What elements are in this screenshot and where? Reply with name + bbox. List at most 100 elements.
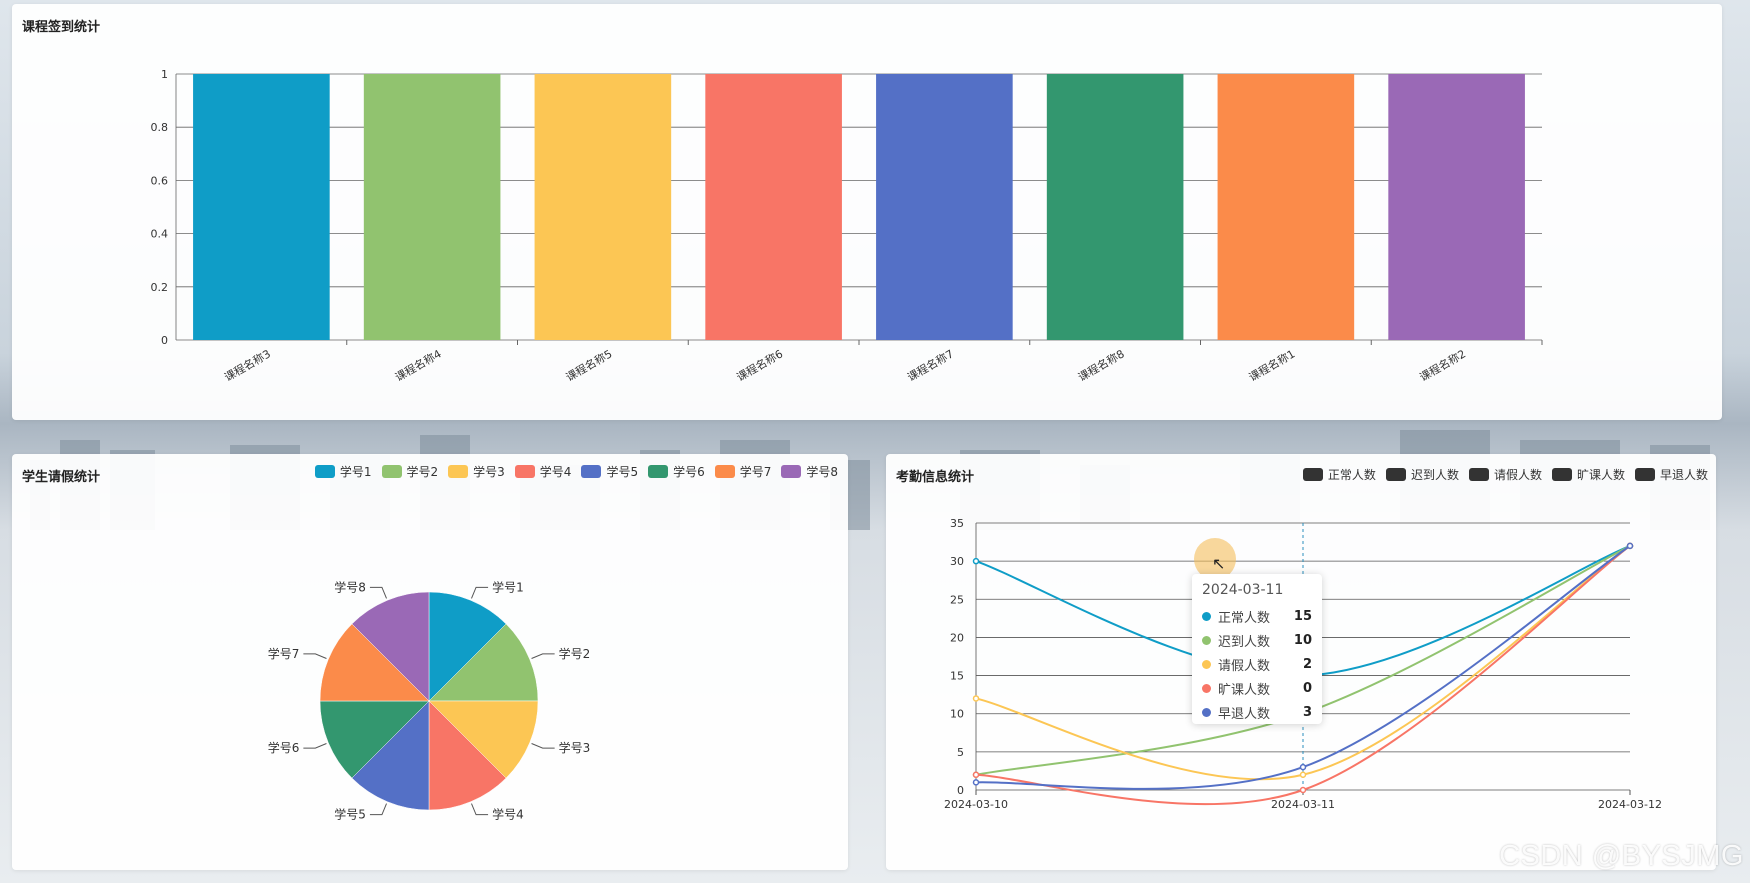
legend-swatch	[1468, 468, 1489, 481]
legend-item[interactable]: 学号6	[648, 463, 705, 480]
pie-label-line	[369, 586, 387, 599]
pie-label: 学号4	[492, 807, 524, 822]
data-point	[972, 779, 980, 786]
series-dot-icon	[1202, 635, 1211, 645]
legend-item[interactable]: 学号5	[581, 463, 638, 480]
pie-slice	[428, 623, 539, 702]
data-point	[972, 771, 980, 778]
pie-label-line	[303, 653, 327, 659]
data-point	[1299, 771, 1307, 778]
y-tick-label: 1	[161, 68, 168, 81]
legend-label: 学号7	[739, 465, 772, 479]
pie-label: 学号7	[268, 646, 300, 661]
legend-label: 学号6	[673, 465, 705, 479]
tooltip-series-name: 正常人数	[1218, 610, 1271, 626]
bar	[534, 74, 672, 340]
legend-item[interactable]: 学号7	[714, 463, 772, 480]
watermark: CSDN @BYSJMG	[1499, 840, 1744, 872]
legend-swatch	[514, 465, 535, 478]
y-tick-label: 25	[950, 593, 964, 606]
tooltip-series-name: 迟到人数	[1218, 634, 1271, 650]
x-tick-label: 课程名称5	[563, 346, 614, 384]
legend-label: 迟到人数	[1410, 468, 1459, 482]
data-point	[1299, 786, 1307, 794]
pie-slice	[428, 700, 507, 811]
legend-item[interactable]: 学号2	[381, 463, 439, 480]
legend-label: 学号8	[806, 465, 838, 479]
pie-slice	[351, 591, 430, 702]
x-tick-label: 2024-03-12	[1598, 798, 1662, 811]
y-tick-label: 0.4	[151, 228, 169, 241]
legend-item[interactable]: 早退人数	[1634, 466, 1708, 483]
legend-item[interactable]: 学号1	[314, 463, 372, 480]
panel-title: 学生请假统计	[22, 470, 101, 485]
series-dot-icon	[1202, 659, 1211, 669]
legend-item[interactable]: 迟到人数	[1385, 466, 1459, 483]
series-dot-icon	[1202, 683, 1211, 693]
pie-slice	[351, 700, 430, 811]
pie-label: 学号1	[492, 579, 524, 594]
tooltip-row: 旷课人数 0	[1202, 676, 1312, 700]
pie-label-line	[471, 586, 489, 599]
x-tick-label: 课程名称2	[1417, 346, 1468, 384]
legend-swatch	[581, 465, 602, 478]
pie-label-line	[303, 743, 327, 749]
legend-item[interactable]: 旷课人数	[1551, 466, 1625, 483]
tooltip-series-name: 请假人数	[1218, 658, 1271, 674]
bar	[363, 74, 501, 340]
tooltip-value: 0	[1302, 680, 1312, 696]
pie-label: 学号2	[559, 646, 591, 661]
x-tick-label: 2024-03-11	[1271, 798, 1335, 811]
tooltip-value: 15	[1293, 608, 1312, 624]
mouse-cursor-icon: ↖	[1212, 554, 1226, 573]
x-tick-label: 2024-03-10	[944, 798, 1008, 811]
series-dot-icon	[1202, 611, 1211, 621]
student-leave-pie-chart: 学号1 学号2 学号3 学号4 学号5 学号6 学号7 学号8	[268, 579, 591, 822]
legend-item[interactable]: 正常人数	[1302, 466, 1376, 483]
legend-item[interactable]: 学号4	[514, 463, 572, 480]
bar	[1217, 74, 1355, 340]
tooltip-row: 迟到人数 10	[1202, 628, 1312, 652]
legend-item[interactable]: 学号3	[448, 463, 505, 480]
legend-label: 早退人数	[1659, 468, 1708, 482]
cursor-highlight	[1194, 538, 1236, 580]
tooltip-row: 请假人数 2	[1202, 652, 1312, 676]
data-point	[1299, 763, 1307, 771]
y-tick-label: 35	[950, 517, 964, 530]
legend-label: 学号2	[406, 465, 439, 479]
y-tick-label: 10	[950, 708, 964, 721]
tooltip-series-name: 早退人数	[1218, 706, 1271, 722]
legend-label: 旷课人数	[1576, 468, 1625, 482]
legend-swatch	[781, 465, 802, 478]
pie-label-line	[531, 743, 555, 749]
pie-slice	[428, 700, 539, 779]
legend-swatch	[1302, 468, 1323, 481]
course-checkin-panel: 课程签到统计 0 0.2 0.4 0.6 0.8 1 课程名称3 课程名称4 课程名称5 课程名称…	[12, 4, 1722, 420]
y-tick-label: 30	[950, 555, 964, 568]
legend-swatch	[648, 465, 669, 478]
pie-label-line	[369, 803, 387, 816]
panel-title: 考勤信息统计	[896, 470, 975, 485]
bar	[705, 74, 842, 340]
course-checkin-bar-chart: 0 0.2 0.4 0.6 0.8 1 课程名称3 课程名称4 课程名称5 课程名称6 课程名称7 课…	[151, 68, 1543, 384]
y-tick-label: 0	[161, 334, 168, 347]
x-tick-label: 课程名称6	[734, 346, 785, 384]
chart-tooltip: 2024-03-11 正常人数 15 迟到人数 10 请假人数 2 旷课人数 0 早退人数 3	[1192, 574, 1322, 724]
legend-swatch	[1551, 468, 1572, 481]
legend-label: 学号5	[606, 465, 639, 479]
legend-label: 学号4	[539, 465, 572, 479]
line-legend: 正常人数 迟到人数 请假人数 旷课人数 早退人数	[1302, 466, 1708, 483]
y-tick-label: 15	[950, 670, 964, 683]
y-tick-label: 20	[950, 631, 964, 644]
x-tick-label: 课程名称3	[222, 346, 273, 384]
pie-label-line	[471, 803, 489, 816]
pie-label: 学号8	[334, 579, 366, 594]
data-point	[1626, 542, 1634, 550]
legend-item[interactable]: 请假人数	[1468, 466, 1542, 483]
x-tick-label: 课程名称7	[905, 346, 956, 384]
x-tick-label: 课程名称1	[1246, 346, 1297, 384]
legend-item[interactable]: 学号8	[781, 463, 838, 480]
panel-title: 课程签到统计	[22, 20, 101, 35]
tooltip-series-name: 旷课人数	[1218, 682, 1271, 698]
tooltip-value: 3	[1302, 704, 1312, 720]
